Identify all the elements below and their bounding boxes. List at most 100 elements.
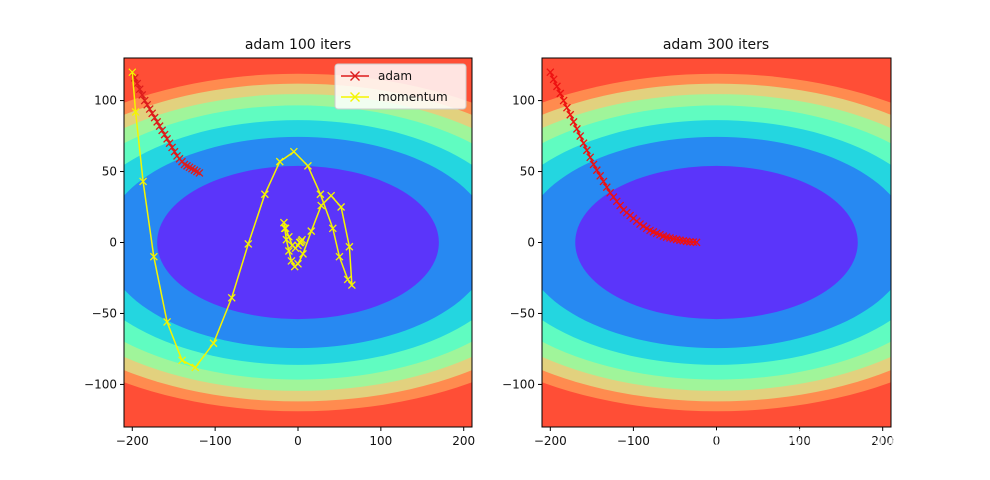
adam-marker (592, 166, 601, 175)
momentum-marker (343, 275, 352, 284)
momentum-marker (128, 68, 137, 77)
adam-marker (579, 139, 588, 148)
momentum-marker (289, 147, 298, 156)
axis-ticks: −200 −100 0 100 200 −100 −50 0 50 100 (502, 94, 894, 448)
adam-marker (158, 126, 167, 135)
adam-marker (689, 238, 698, 247)
y-tick-label: 0 (527, 236, 535, 250)
y-tick-label: −50 (510, 306, 535, 320)
adam-marker (599, 177, 608, 186)
momentum-marker (295, 238, 304, 247)
adam-marker (143, 100, 152, 109)
x-tick-label: −100 (199, 434, 232, 448)
chart-title: adam 100 iters (245, 37, 351, 53)
adam-marker (145, 105, 154, 114)
adam-marker (576, 132, 585, 141)
adam-marker (138, 90, 147, 99)
momentum-marker (163, 318, 172, 326)
adam-marker (556, 89, 565, 98)
momentum-marker (139, 177, 148, 186)
adam-marker (586, 153, 595, 162)
y-tick-label: 100 (94, 94, 117, 108)
legend-label-momentum: momentum (378, 90, 448, 104)
contour-fill (542, 58, 891, 427)
adam-marker (685, 237, 694, 246)
series-layer (128, 68, 356, 372)
adam-marker (582, 146, 591, 155)
adam-300-iters-axes: −200 −100 0 100 200 −100 −50 0 50 100 adam 300 it… (502, 37, 894, 448)
momentum-marker (275, 157, 284, 166)
x-tick-label: 200 (871, 434, 894, 448)
adam-marker (168, 143, 177, 152)
adam-marker (135, 85, 144, 94)
momentum-marker (290, 262, 299, 271)
legend: adam momentum (334, 63, 467, 110)
momentum-marker (345, 242, 354, 251)
adam-marker (616, 201, 625, 210)
legend-label-adam: adam (378, 69, 412, 83)
adam-marker (153, 117, 162, 126)
x-tick-label: 100 (788, 434, 811, 448)
x-tick-label: 0 (713, 434, 721, 448)
adam-marker (155, 122, 164, 131)
watermark: 知乎 @闪电侠的右手 (694, 427, 936, 457)
contour-band (575, 165, 858, 320)
y-tick-label: 50 (102, 165, 117, 179)
adam-marker (165, 139, 174, 148)
x-tick-label: −100 (617, 434, 650, 448)
adam-marker (602, 183, 611, 192)
adam-marker (150, 113, 159, 122)
adam-marker (160, 130, 169, 139)
x-tick-label: 100 (369, 434, 392, 448)
series-layer (546, 68, 701, 247)
momentum-marker (149, 252, 158, 261)
adam-marker (170, 147, 179, 156)
y-tick-label: 50 (520, 165, 535, 179)
momentum-marker (327, 191, 336, 200)
momentum-marker (284, 247, 293, 255)
adam-marker (566, 110, 575, 119)
adam-marker (546, 68, 555, 77)
adam-marker (609, 193, 618, 202)
momentum-marker (178, 356, 186, 365)
x-tick-label: 200 (452, 434, 475, 448)
y-tick-label: 100 (512, 94, 535, 108)
momentum-marker (227, 293, 236, 302)
y-tick-label: −100 (502, 377, 535, 391)
axis-ticks: −200 −100 0 100 200 −100 −50 0 50 100 (84, 94, 475, 448)
momentum-marker (244, 239, 253, 248)
adam-marker (562, 103, 571, 112)
adam-marker (133, 79, 142, 88)
momentum-marker (131, 107, 140, 116)
momentum-marker (337, 203, 346, 211)
contour-fill (124, 58, 472, 427)
momentum-marker (303, 161, 312, 170)
momentum-marker (299, 249, 307, 258)
adam-marker (549, 75, 558, 84)
momentum-marker (328, 224, 337, 233)
x-tick-label: −200 (534, 434, 567, 448)
momentum-marker (335, 252, 344, 261)
adam-marker (606, 188, 615, 197)
momentum-marker (317, 201, 326, 210)
x-tick-label: −200 (116, 434, 149, 448)
adam-100-iters-axes: −200 −100 0 100 200 −100 −50 0 50 100 adam 100 it… (84, 37, 475, 448)
y-tick-label: 0 (109, 236, 117, 250)
momentum-marker (307, 227, 316, 236)
y-tick-label: −100 (84, 377, 117, 391)
adam-marker (572, 125, 581, 133)
adam-marker (569, 117, 578, 126)
adam-marker (195, 168, 204, 177)
momentum-marker (347, 281, 356, 290)
momentum-marker (191, 363, 200, 372)
chart-title: adam 300 iters (663, 37, 769, 53)
contour-band (157, 165, 439, 320)
momentum-marker (287, 256, 296, 265)
y-tick-label: −50 (92, 306, 117, 320)
adam-marker (589, 160, 598, 169)
adam-marker (552, 82, 561, 91)
momentum-marker (281, 224, 290, 233)
momentum-marker (279, 218, 288, 227)
adam-marker (692, 238, 701, 247)
